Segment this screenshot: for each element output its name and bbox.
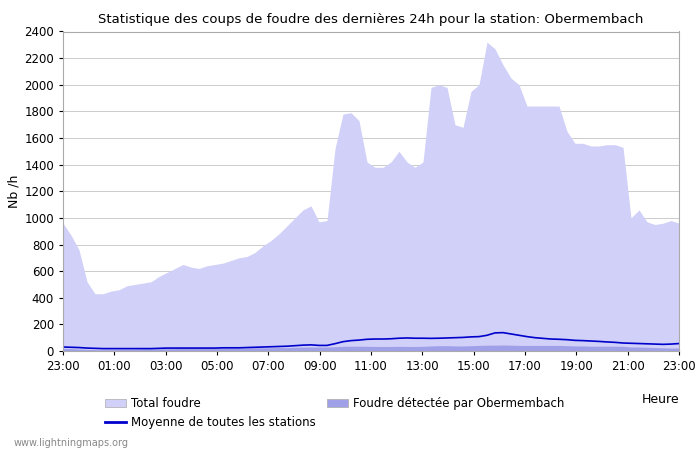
Text: www.lightningmaps.org: www.lightningmaps.org <box>14 438 129 448</box>
Y-axis label: Nb /h: Nb /h <box>7 175 20 208</box>
Title: Statistique des coups de foudre des dernières 24h pour la station: Obermembach: Statistique des coups de foudre des dern… <box>98 13 644 26</box>
Legend: Total foudre, Moyenne de toutes les stations, Foudre détectée par Obermembach: Total foudre, Moyenne de toutes les stat… <box>100 392 569 434</box>
Text: Heure: Heure <box>641 392 679 405</box>
